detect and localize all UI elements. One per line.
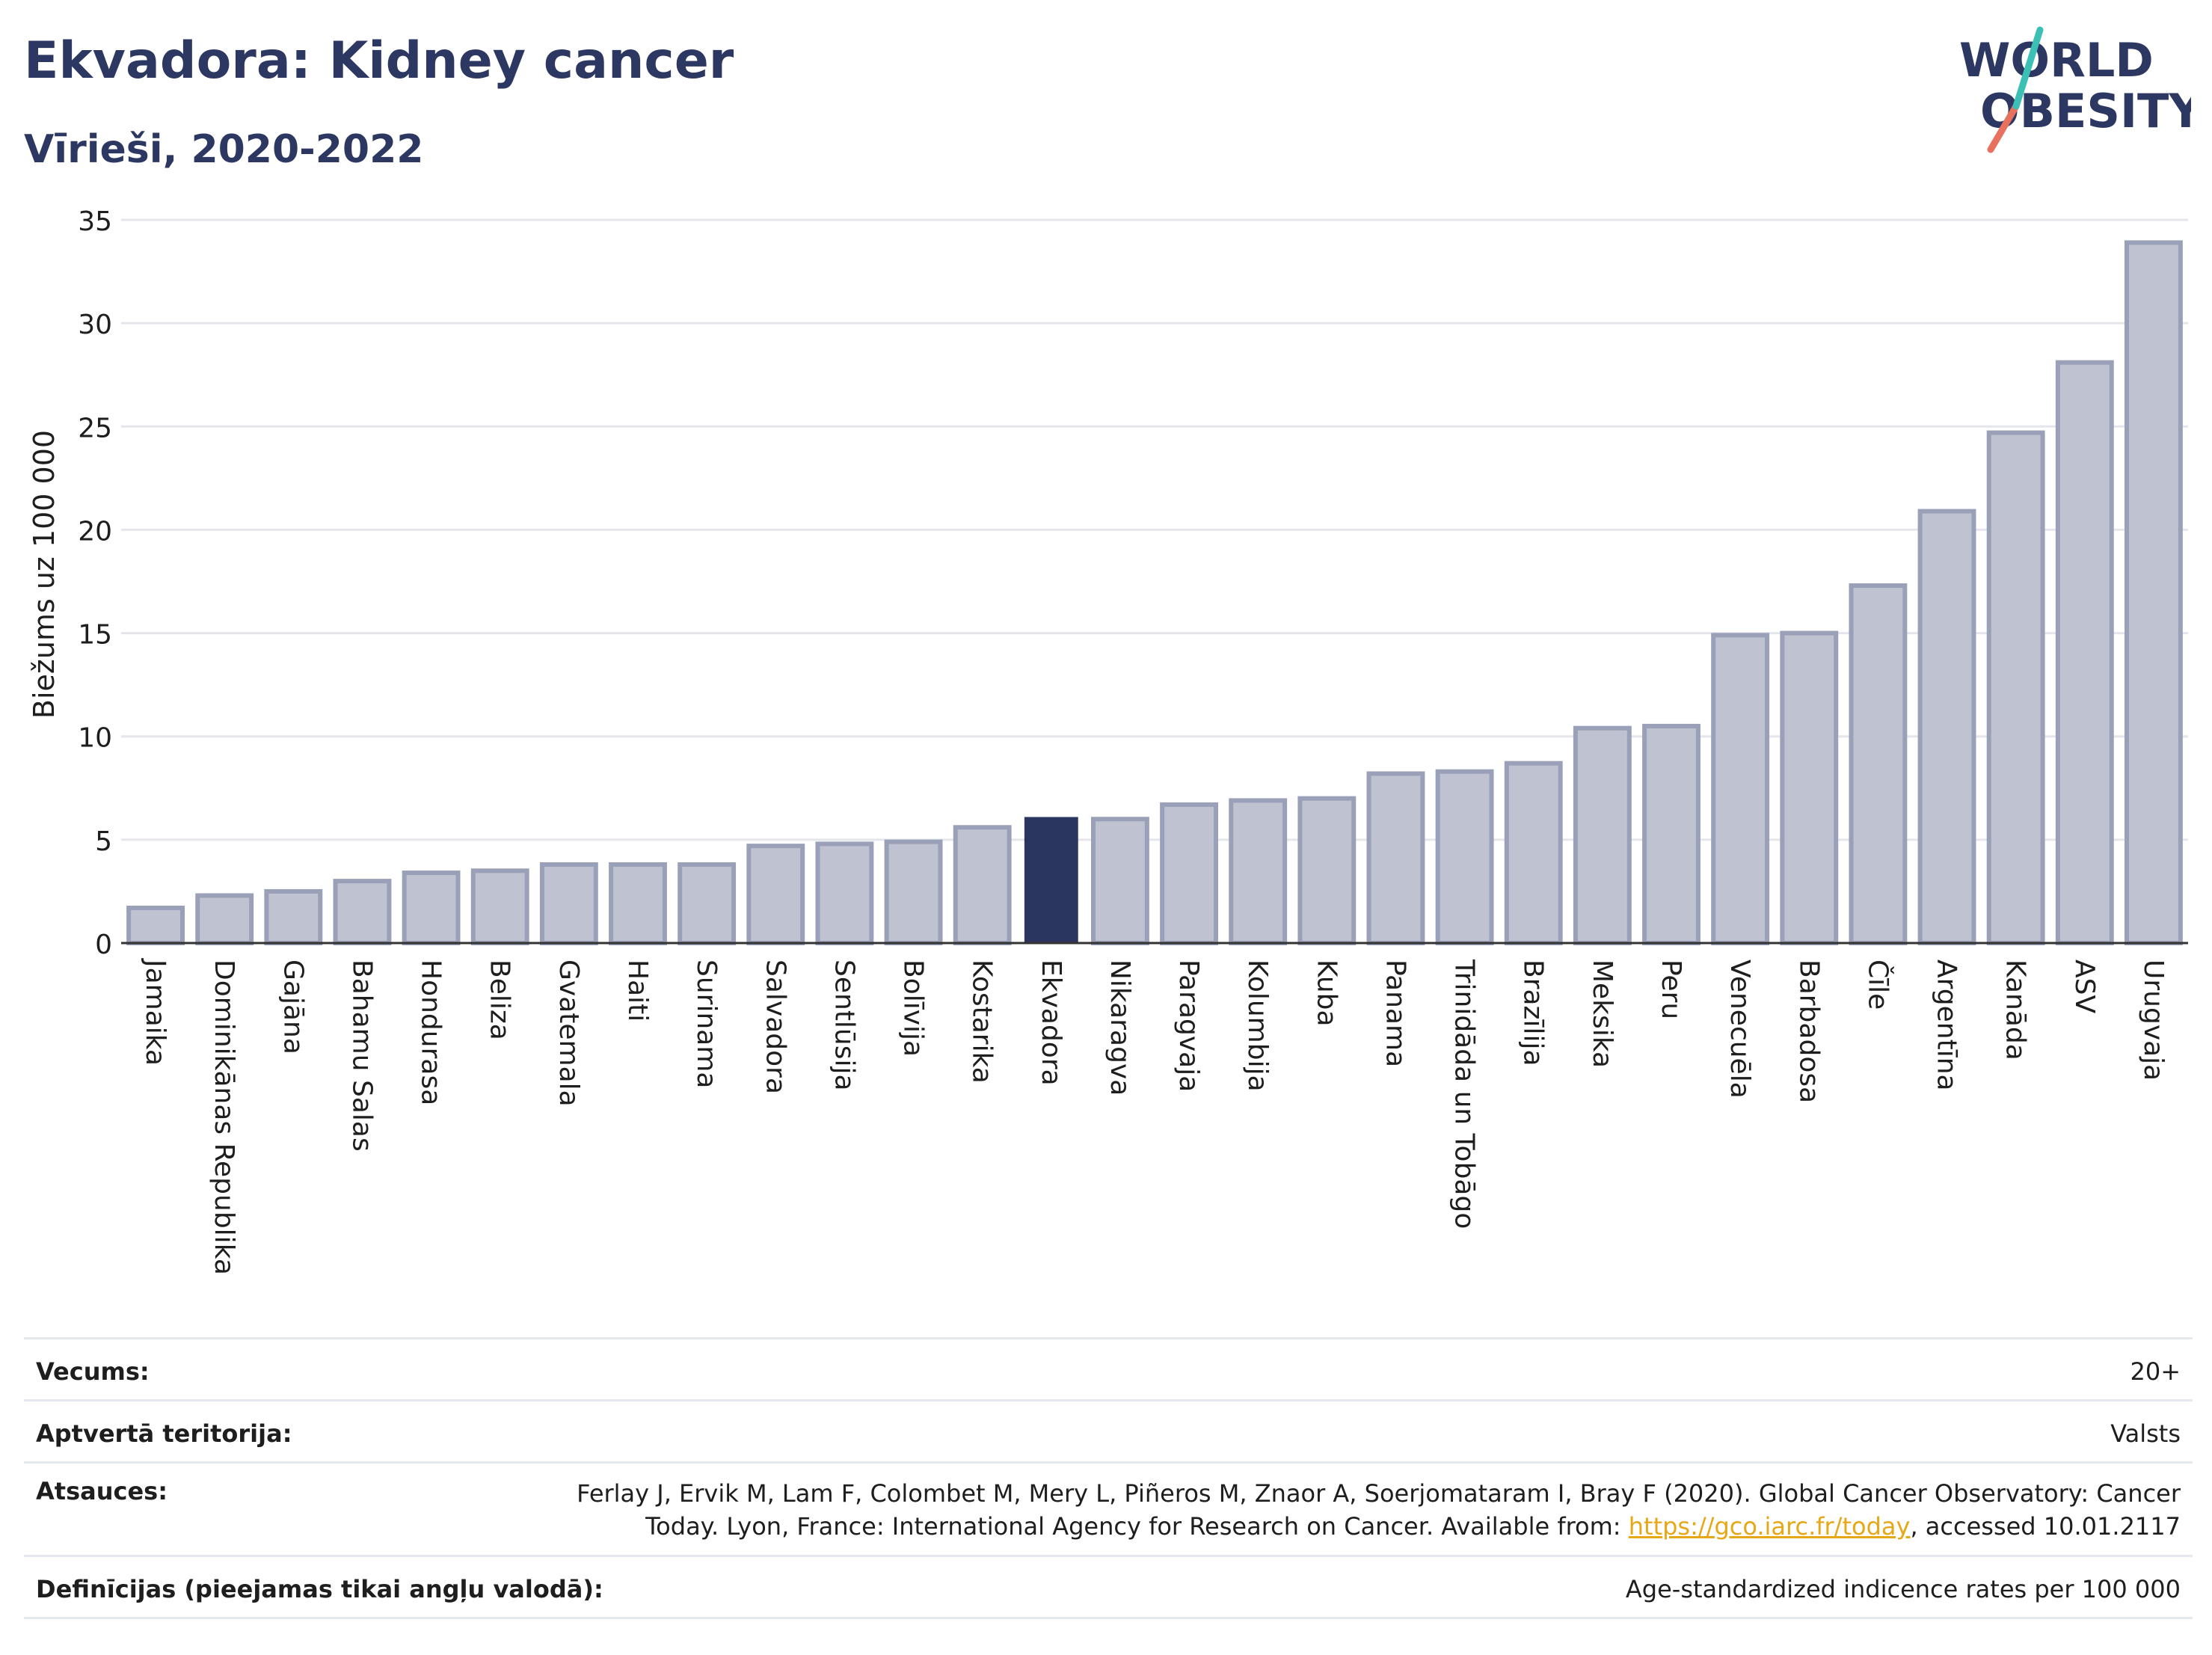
definitions-row: Definīcijas (pieejamas tikai angļu valod… (24, 1555, 2193, 1619)
bar (1711, 633, 1770, 945)
bar (1091, 817, 1149, 945)
territory-value: Valsts (2110, 1419, 2181, 1448)
x-tick-label: Dominikānas Republika (209, 959, 239, 1275)
x-tick-label: Kuba (1311, 959, 1342, 1027)
y-axis-label: Biežums uz 100 000 (28, 430, 61, 719)
x-tick-label: Haiti (622, 959, 653, 1022)
x-tick-label: Nikaragva (1105, 959, 1135, 1096)
territory-label: Aptvertā teritorija: (36, 1419, 292, 1448)
x-tick-label: Trinidāda un Tobāgo (1449, 959, 1480, 1229)
bar (746, 844, 805, 946)
bar (953, 825, 1012, 946)
x-tick-label: Venecuēla (1724, 959, 1755, 1099)
info-table: Vecums: 20+ Aptvertā teritorija: Valsts … (24, 1337, 2193, 1619)
bar (2055, 360, 2114, 945)
bar (815, 841, 874, 945)
x-tick-label: Peru (1656, 959, 1686, 1019)
bar (609, 862, 667, 946)
bar (126, 906, 185, 945)
definitions-label: Definīcijas (pieejamas tikai angļu valod… (36, 1575, 603, 1603)
territory-row: Aptvertā teritorija: Valsts (24, 1399, 2193, 1461)
bar (1435, 769, 1494, 945)
y-tick-label: 10 (78, 723, 112, 754)
y-tick-label: 0 (95, 930, 112, 960)
y-tick-label: 30 (78, 310, 112, 340)
bar (1849, 583, 1908, 945)
y-tick-label: 5 (95, 826, 112, 857)
age-label: Vecums: (36, 1357, 150, 1386)
sources-link[interactable]: https://gco.iarc.fr/today (1628, 1512, 1911, 1541)
x-tick-label: Bolīvija (898, 959, 929, 1057)
y-tick-label: 20 (78, 516, 112, 547)
sources-label: Atsauces: (36, 1477, 168, 1505)
x-tick-label: Kanāda (2000, 959, 2031, 1060)
definitions-value: Age-standardized indicence rates per 100… (1625, 1575, 2181, 1603)
x-tick-label: Sentlūsija (829, 959, 859, 1091)
chart-title: Ekvadora: Kidney cancer (24, 31, 734, 90)
bar (333, 879, 392, 945)
x-tick-label: Paragvaja (1173, 959, 1204, 1092)
x-tick-label: Jamaika (140, 958, 170, 1066)
bar (539, 862, 598, 946)
x-tick-label: ASV (2069, 959, 2100, 1013)
bar (402, 871, 461, 946)
x-tick-label: Gvatemala (553, 959, 584, 1107)
bar (884, 839, 943, 945)
y-tick-label: 35 (78, 206, 112, 237)
x-tick-label: Hondurasa (416, 959, 446, 1105)
bar-highlighted (1024, 817, 1078, 943)
x-tick-label: Barbadosa (1793, 959, 1824, 1103)
y-tick-label: 15 (78, 620, 112, 651)
x-tick-label: Urugvaja (2138, 959, 2169, 1081)
bar (1986, 430, 2045, 945)
bar (1229, 798, 1288, 946)
bar-chart: 0 5 10 15 20 25 30 35 Biežums uz 100 000 Jamaik… (28, 206, 2188, 1275)
x-tick-label: Beliza (485, 959, 515, 1040)
bar (1366, 771, 1425, 945)
bar (1917, 509, 1976, 945)
sources-row: Atsauces: Ferlay J, Ervik M, Lam F, Colo… (24, 1461, 2193, 1555)
chart-subtitle: Vīrieši, 2020-2022 (24, 127, 424, 172)
gridlines (121, 218, 2188, 841)
x-tick-label: Čīle (1862, 959, 1893, 1010)
x-tick-label: Gajāna (277, 959, 308, 1054)
x-tick-label: Kostarika (967, 959, 998, 1084)
x-tick-label: Meksika (1587, 959, 1617, 1068)
bar (2125, 240, 2183, 945)
bar (1780, 630, 1839, 945)
x-tick-label: Ekvadora (1036, 959, 1066, 1086)
x-tick-label: Argentīna (1932, 959, 1962, 1091)
x-tick-label: Surinama (691, 959, 722, 1088)
logo-line-world: WORLD (1959, 33, 2154, 87)
x-tick-label: Brazīlija (1518, 959, 1549, 1066)
bar (264, 888, 323, 946)
y-tick-label: 25 (78, 413, 112, 443)
age-row: Vecums: 20+ (24, 1337, 2193, 1399)
bar (1573, 725, 1632, 945)
x-tick-label: Panama (1380, 959, 1410, 1067)
bar (195, 893, 254, 946)
bar (1297, 796, 1357, 945)
sources-value: Ferlay J, Ervik M, Lam F, Colombet M, Me… (535, 1477, 2181, 1543)
age-value: 20+ (2130, 1357, 2181, 1386)
bar (470, 868, 529, 946)
world-obesity-logo: WORLD OBESITY (1959, 26, 2191, 153)
bars (126, 240, 2183, 946)
x-tick-label: Bahamu Salas (346, 959, 377, 1152)
bar (1504, 761, 1563, 945)
y-axis-ticks: 0 5 10 15 20 25 30 35 (78, 206, 112, 960)
bar (1642, 723, 1701, 946)
x-tick-label: Salvadora (760, 959, 790, 1094)
bar (678, 862, 737, 946)
sources-accessed: , accessed 10.01.2117 (1910, 1512, 2181, 1541)
x-axis-labels: Jamaika Dominikānas Republika Gajāna Bahamu… (140, 958, 2169, 1275)
x-tick-label: Kolumbija (1242, 959, 1273, 1092)
sources-text: Ferlay J, Ervik M, Lam F, Colombet M, Me… (577, 1479, 2181, 1541)
bar (1160, 802, 1218, 945)
